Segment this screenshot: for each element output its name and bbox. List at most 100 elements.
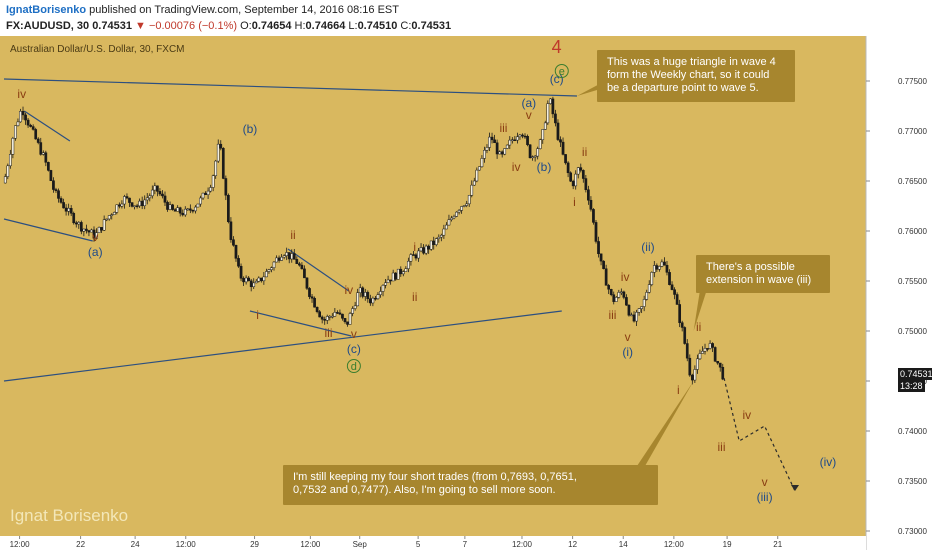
y-axis-panel [866,36,932,550]
y-tick-label: 0.76500 [898,177,927,186]
candle-body [521,134,524,137]
candle-body [92,229,96,239]
candle-body [472,180,476,186]
candle-body [39,142,43,155]
wave-label: (i) [622,345,633,359]
candle-body [95,232,98,239]
candle-body [219,143,223,149]
candle-body [19,111,22,123]
candle-body [718,362,722,368]
y-tick-label: 0.75500 [898,277,927,286]
candle-body [685,343,689,359]
candle-body [599,253,603,262]
candle-body [376,294,380,299]
candle-body [503,148,507,155]
candle-body [452,216,456,219]
candle-body [442,228,446,236]
candle-body [374,297,377,300]
candle-body [673,289,676,295]
candle-body [523,135,527,138]
wave-label: i [573,195,576,209]
candle-body [693,369,697,381]
candle-body [447,219,451,226]
candle-body [460,206,463,211]
candle-body [526,136,529,146]
callout-text: This was a huge triangle in wave 4 [607,56,776,68]
y-tick-label: 0.75000 [898,327,927,336]
candle-body [280,256,283,261]
candle-body [470,184,474,196]
wave-label: iii [499,121,507,135]
author-link[interactable]: IgnatBorisenko [6,4,87,16]
wave-label: v [762,475,768,489]
high-value: 0.74664 [305,20,346,32]
candle-body [123,196,126,205]
wave-label: iv [621,270,630,284]
candle-body [237,258,240,267]
trendline [287,248,350,292]
candle-body [224,178,228,196]
candle-body [589,199,593,210]
candle-body [485,147,489,151]
x-tick-label: 14 [619,540,628,549]
candle-body [424,245,428,254]
callout-pointer [637,381,694,466]
candle-body [363,292,367,297]
x-tick-label: 19 [723,540,732,549]
candle-body [627,304,631,316]
candle-body [336,312,339,314]
candle-body [409,254,413,262]
candle-body [338,312,342,315]
published-text: published on TradingView.com, September … [89,4,399,16]
candle-body [323,319,327,321]
candle-body [191,209,195,212]
candle-body [551,98,555,115]
close-value: 0.74531 [411,20,452,32]
candle-body [44,152,48,163]
candle-body [478,166,481,171]
candle-body [138,200,141,207]
candle-body [490,136,494,141]
candle-body [209,187,212,192]
symbol-label: FX:AUDUSD, 30 [6,20,90,32]
candle-body [465,203,469,206]
candle-body [594,222,598,242]
wave-circle-icon [346,359,361,373]
candle-body [716,360,720,364]
wave-label: (c) [550,72,564,86]
candle-body [498,151,501,155]
wave-label: ii [412,290,417,304]
wave-label: ii [582,145,587,159]
trendline [23,110,71,142]
candle-body [683,327,687,344]
wave-label: (a) [521,96,536,110]
trendline [3,218,93,242]
candle-body [173,209,177,212]
candle-body [401,271,405,275]
candle-body [429,240,433,250]
candle-body [54,189,58,191]
candle-body [467,195,471,205]
candle-body [188,208,192,211]
candle-body [711,343,714,348]
callout-pointer [693,280,710,331]
wave-label-circled: e [559,66,565,78]
callout-text: be a departure point to wave 5. [607,82,759,94]
candle-body [652,265,656,273]
candle-body [688,357,692,376]
candle-body [604,268,608,286]
candle-body [310,296,314,299]
candle-body [528,144,532,159]
candle-body [396,268,400,280]
candle-body [680,322,684,328]
candle-body [150,189,154,197]
candle-body [36,138,40,143]
wave-label: iii [608,308,616,322]
candle-body [292,253,296,260]
candle-body [495,142,499,155]
wave-label: v [526,108,532,122]
y-tick-label: 0.76000 [898,227,927,236]
candle-body [379,291,382,295]
candle-body [597,241,600,255]
candle-body [536,148,540,157]
